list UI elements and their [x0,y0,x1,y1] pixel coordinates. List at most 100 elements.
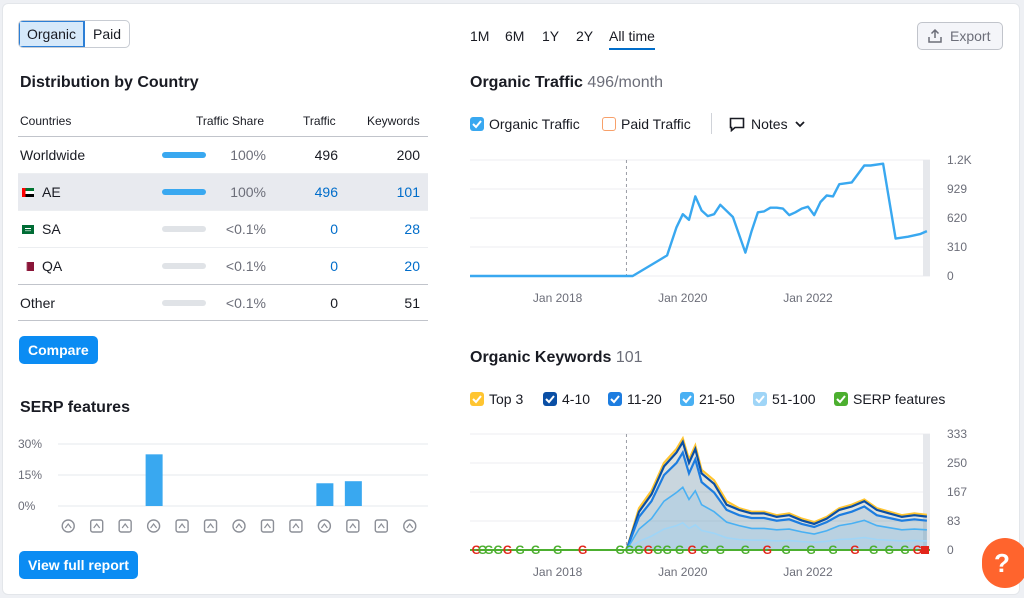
serp-feature-mark[interactable]: G [900,543,909,557]
sitelinks-icon[interactable] [89,519,104,533]
keywords-line-2[interactable] [625,439,928,551]
share-bar [162,263,206,269]
keywords-value: 200 [396,147,420,163]
legend-51-100-checkbox[interactable]: 51-100 [753,391,816,407]
range-6m[interactable]: 6M [505,28,525,44]
y-tick-label: 83 [947,514,961,528]
serp-feature-mark[interactable]: G [869,543,878,557]
col-traffic-share[interactable]: Traffic Share [196,114,265,128]
help-button[interactable]: ? [982,538,1024,588]
traffic-value[interactable]: 0 [330,258,338,274]
serp-bar[interactable] [316,483,334,506]
paid-traffic-checkbox[interactable]: Paid Traffic [602,116,691,132]
legend-serp-features-checkbox[interactable]: SERP features [834,391,945,407]
serp-feature-mark[interactable]: G [478,543,487,557]
country-row-sa[interactable]: SA <0.1% 0 28 [18,211,428,248]
compare-button[interactable]: Compare [19,336,98,364]
serp-feature-mark[interactable]: G [625,543,634,557]
legend-top-3-checkbox[interactable]: Top 3 [470,391,523,407]
image-icon[interactable] [146,519,161,533]
col-keywords[interactable]: Keywords [367,114,420,128]
keywords-line-5[interactable] [626,521,927,551]
country-row-qa[interactable]: QA <0.1% 0 20 [18,248,428,285]
serp-feature-mark[interactable]: G [700,543,709,557]
serp-feature-mark[interactable]: G [653,543,662,557]
serp-feature-mark[interactable]: G [493,543,502,557]
local-pack-icon[interactable] [317,519,332,533]
serp-feature-mark[interactable]: G [885,543,894,557]
keywords-value: 51 [404,295,420,311]
serp-feature-mark[interactable]: G [716,543,725,557]
x-tick-label: Jan 2018 [533,565,583,579]
legend-4-10-checkbox[interactable]: 4-10 [543,391,590,407]
keywords-value[interactable]: 28 [404,221,420,237]
keywords-line-4[interactable] [625,486,927,551]
serp-feature-mark[interactable]: G [472,543,481,557]
video-carousel-icon[interactable] [260,519,275,533]
serp-feature-mark[interactable]: G [850,543,859,557]
featured-video-icon[interactable] [232,519,246,533]
organic-traffic-title: Organic Traffic 496/month [470,74,663,92]
range-1m[interactable]: 1M [470,28,490,44]
serp-feature-mark[interactable]: G [806,543,815,557]
country-row-ae[interactable]: AE 100% 496 101 [18,174,428,211]
news-icon[interactable] [374,519,389,533]
serp-feature-mark[interactable]: G [741,543,750,557]
serp-feature-mark[interactable]: G [688,543,697,557]
range-1y[interactable]: 1Y [542,28,560,44]
serp-feature-mark[interactable]: G [913,543,922,557]
traffic-value[interactable]: 496 [314,184,338,200]
notes-dropdown[interactable]: Notes [729,116,806,132]
keywords-value[interactable]: 101 [396,184,420,200]
range-all-time[interactable]: All time [609,28,655,50]
serp-mark-flag[interactable] [921,546,929,554]
serp-feature-mark[interactable]: G [531,543,540,557]
traffic-value[interactable]: 0 [330,221,338,237]
legend-21-50-checkbox[interactable]: 21-50 [680,391,735,407]
serp-feature-mark[interactable]: G [763,543,772,557]
featured-snippet-icon[interactable] [61,519,75,533]
serp-feature-mark[interactable]: G [644,543,653,557]
y-tick-label: 0 [947,269,954,283]
range-2y[interactable]: 2Y [576,28,594,44]
reviews-icon[interactable] [118,519,132,533]
image-pack-icon[interactable] [175,519,189,533]
note-icon [729,117,745,132]
keywords-area-1 [626,438,927,550]
serp-feature-mark[interactable]: G [675,543,684,557]
serp-feature-mark[interactable]: G [503,543,512,557]
col-traffic[interactable]: Traffic [303,114,336,128]
serp-feature-mark[interactable]: G [616,543,625,557]
serp-feature-mark[interactable]: G [578,543,587,557]
qa-flag-icon [22,262,34,271]
y-tick-label: 0% [18,499,36,513]
y-tick-label: 620 [947,211,967,225]
view-full-report-button[interactable]: View full report [19,551,138,579]
serp-feature-mark[interactable]: G [484,543,493,557]
country-row-worldwide[interactable]: Worldwide 100% 496 200 [18,137,428,174]
serp-bar[interactable] [344,481,362,506]
faq-icon[interactable] [289,519,303,533]
tab-paid[interactable]: Paid [93,26,122,42]
country-row-other[interactable]: Other <0.1% 0 51 [18,284,428,321]
video-icon[interactable] [203,519,218,533]
knowledge-panel-icon[interactable] [346,519,360,533]
serp-feature-mark[interactable]: G [828,543,837,557]
organic-traffic-line[interactable] [470,162,928,278]
organic-traffic-chart[interactable]: 1.2K 929 620 310 0 Jan 2018 Jan 2020 Jan 2022 [468,150,978,310]
serp-feature-mark[interactable]: G [781,543,790,557]
organic-traffic-checkbox[interactable]: Organic Traffic [470,116,580,132]
serp-feature-mark[interactable]: G [662,543,671,557]
legend-11-20-checkbox[interactable]: 11-20 [608,391,662,407]
export-button[interactable]: Export [917,22,1003,50]
serp-bar[interactable] [145,454,163,506]
keywords-line-1[interactable] [625,435,928,551]
serp-feature-mark[interactable]: G [515,543,524,557]
keywords-line-3[interactable] [625,449,928,551]
tab-organic[interactable]: Organic [19,21,86,47]
serp-feature-mark[interactable]: G [634,543,643,557]
serp-feature-mark[interactable]: G [553,543,562,557]
keywords-value[interactable]: 20 [404,258,420,274]
jobs-icon[interactable] [403,519,417,533]
